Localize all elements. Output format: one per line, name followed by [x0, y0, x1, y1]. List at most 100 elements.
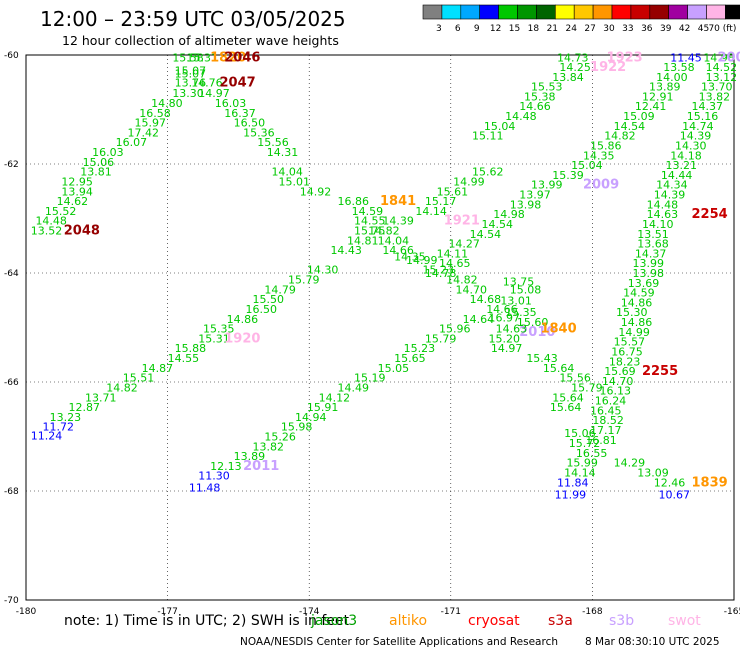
satellite-legend-item: s3b — [609, 613, 634, 629]
pass-time-label: 2254 — [692, 207, 728, 222]
wave-height-value: 16.24 — [595, 395, 627, 408]
wave-height-value: 15.35 — [203, 323, 235, 336]
pass-time-label: 1921 — [444, 214, 480, 229]
wave-height-value: 14.82 — [446, 274, 478, 287]
wave-height-value: 14.29 — [614, 457, 646, 470]
wave-height-value: 14.48 — [647, 198, 679, 211]
wave-height-value: 15.60 — [517, 316, 549, 329]
wave-height-value: 15.75 — [354, 224, 386, 237]
colorbar-swatch — [668, 4, 688, 20]
wave-height-value: 14.14 — [415, 205, 447, 218]
wave-height-value: 15.11 — [472, 130, 504, 143]
wave-height-value: 13.97 — [519, 189, 551, 202]
wave-height-value: 15.58 — [172, 52, 204, 65]
wave-height-value: 15.38 — [524, 90, 556, 103]
wave-height-value: 15.99 — [566, 457, 598, 470]
wave-height-value: 15.01 — [279, 175, 311, 188]
wave-height-value: 13.89 — [234, 450, 266, 463]
x-tick-label: -165 — [724, 607, 740, 617]
colorbar-tick-label: 27 — [584, 24, 595, 34]
wave-height-value: 17.17 — [590, 424, 622, 437]
wave-height-value: 14.87 — [142, 362, 174, 375]
pass-time-label: 2009 — [583, 178, 619, 193]
colorbar-swatch — [687, 4, 707, 20]
wave-height-value: 14.92 — [300, 185, 332, 198]
wave-height-value: 15.31 — [186, 52, 218, 65]
pass-time-label: 1820 — [210, 51, 246, 66]
wave-height-value: 15.64 — [552, 391, 584, 404]
wave-height-value: 14.35 — [583, 149, 615, 162]
pass-time-label: 2011 — [243, 459, 279, 474]
wave-height-value: 13.84 — [552, 71, 584, 84]
wave-height-value: 16.58 — [139, 107, 171, 120]
wave-height-value: 14.86 — [227, 313, 259, 326]
colorbar-tick-label: 9 — [474, 24, 480, 34]
pass-time-label: 1923 — [607, 51, 643, 66]
wave-height-value: 13.68 — [637, 238, 669, 251]
wave-height-value: 15.04 — [571, 159, 603, 172]
wave-height-value: 16.37 — [224, 107, 256, 120]
wave-height-value: 14.82 — [368, 224, 400, 237]
wave-height-value: 11.24 — [31, 429, 63, 442]
pass-time-label: 2047 — [220, 75, 256, 90]
wave-height-value: 14.14 — [564, 466, 596, 479]
wave-height-value: 14.63 — [496, 323, 528, 336]
y-tick-label: -64 — [4, 269, 19, 279]
satellite-legend-item: s3a — [548, 613, 573, 629]
wave-height-value: 15.06 — [83, 156, 115, 169]
wave-height-value: 14.66 — [519, 100, 551, 113]
colorbar-swatch — [573, 4, 594, 20]
wave-height-value: 15.08 — [510, 283, 542, 296]
wave-height-value: 14.44 — [661, 169, 693, 182]
wave-height-value: 13.71 — [85, 391, 117, 404]
pass-time-label: 2255 — [642, 364, 678, 379]
colorbar-swatch — [592, 4, 613, 20]
wave-height-value: 15.64 — [543, 362, 575, 375]
wave-height-value: 16.50 — [245, 303, 276, 316]
wave-height-value: 15.79 — [288, 274, 320, 287]
wave-height-value: 11.30 — [198, 470, 230, 483]
wave-height-value: 13.30 — [172, 87, 204, 100]
wave-height-value: 14.86 — [621, 296, 653, 309]
wave-height-value: 12.13 — [210, 460, 242, 473]
wave-height-value: 14.82 — [604, 130, 636, 143]
wave-height-value: 15.72 — [569, 437, 601, 450]
y-tick-label: -70 — [4, 596, 19, 606]
wave-height-value: 14.25 — [559, 61, 591, 74]
wave-height-value: 13.52 — [31, 224, 63, 237]
wave-height-value: 16.03 — [215, 97, 247, 110]
y-tick-label: -60 — [4, 51, 19, 61]
wave-height-value: 14.52 — [706, 61, 738, 74]
x-tick-label: -177 — [157, 607, 177, 617]
wave-height-value: 15.79 — [425, 332, 457, 345]
wave-height-value: 14.97 — [491, 342, 523, 355]
colorbar-tick-label: 6 — [455, 24, 461, 34]
colorbar-tick-label: 70 (ft) — [708, 24, 736, 34]
wave-height-value: 13.98 — [510, 198, 542, 211]
wave-height-value: 11.84 — [557, 476, 589, 489]
wave-height-value: 14.66 — [382, 244, 414, 257]
wave-height-value: 14.97 — [198, 87, 230, 100]
wave-height-value: 14.68 — [470, 293, 502, 306]
pass-time-label: 1840 — [540, 322, 576, 337]
wave-height-value: 11.48 — [189, 482, 221, 495]
wave-height-value: 14.98 — [703, 52, 735, 65]
wave-height-value: 15.79 — [571, 381, 603, 394]
wave-height-value: 14.73 — [557, 52, 589, 65]
wave-height-value: 15.96 — [439, 323, 471, 336]
wave-height-value: 14.54 — [614, 120, 646, 133]
wave-height-value: 14.99 — [618, 326, 650, 339]
wave-height-value: 16.86 — [338, 195, 370, 208]
y-tick-label: -66 — [4, 378, 19, 388]
wave-height-value: 15.07 — [175, 64, 207, 77]
wave-height-value: 15.07 — [175, 68, 207, 81]
wave-height-value: 14.31 — [267, 146, 299, 159]
wave-height-value: 15.16 — [687, 110, 719, 123]
colorbar-tick-label: 30 — [603, 24, 615, 34]
wave-height-value: 16.13 — [599, 385, 631, 398]
wave-height-value: 15.04 — [484, 120, 515, 133]
wave-height-value: 14.49 — [338, 381, 370, 394]
wave-height-value: 14.18 — [670, 149, 702, 162]
wave-height-value: 11.99 — [555, 488, 587, 501]
wave-height-value: 13.94 — [61, 185, 93, 198]
